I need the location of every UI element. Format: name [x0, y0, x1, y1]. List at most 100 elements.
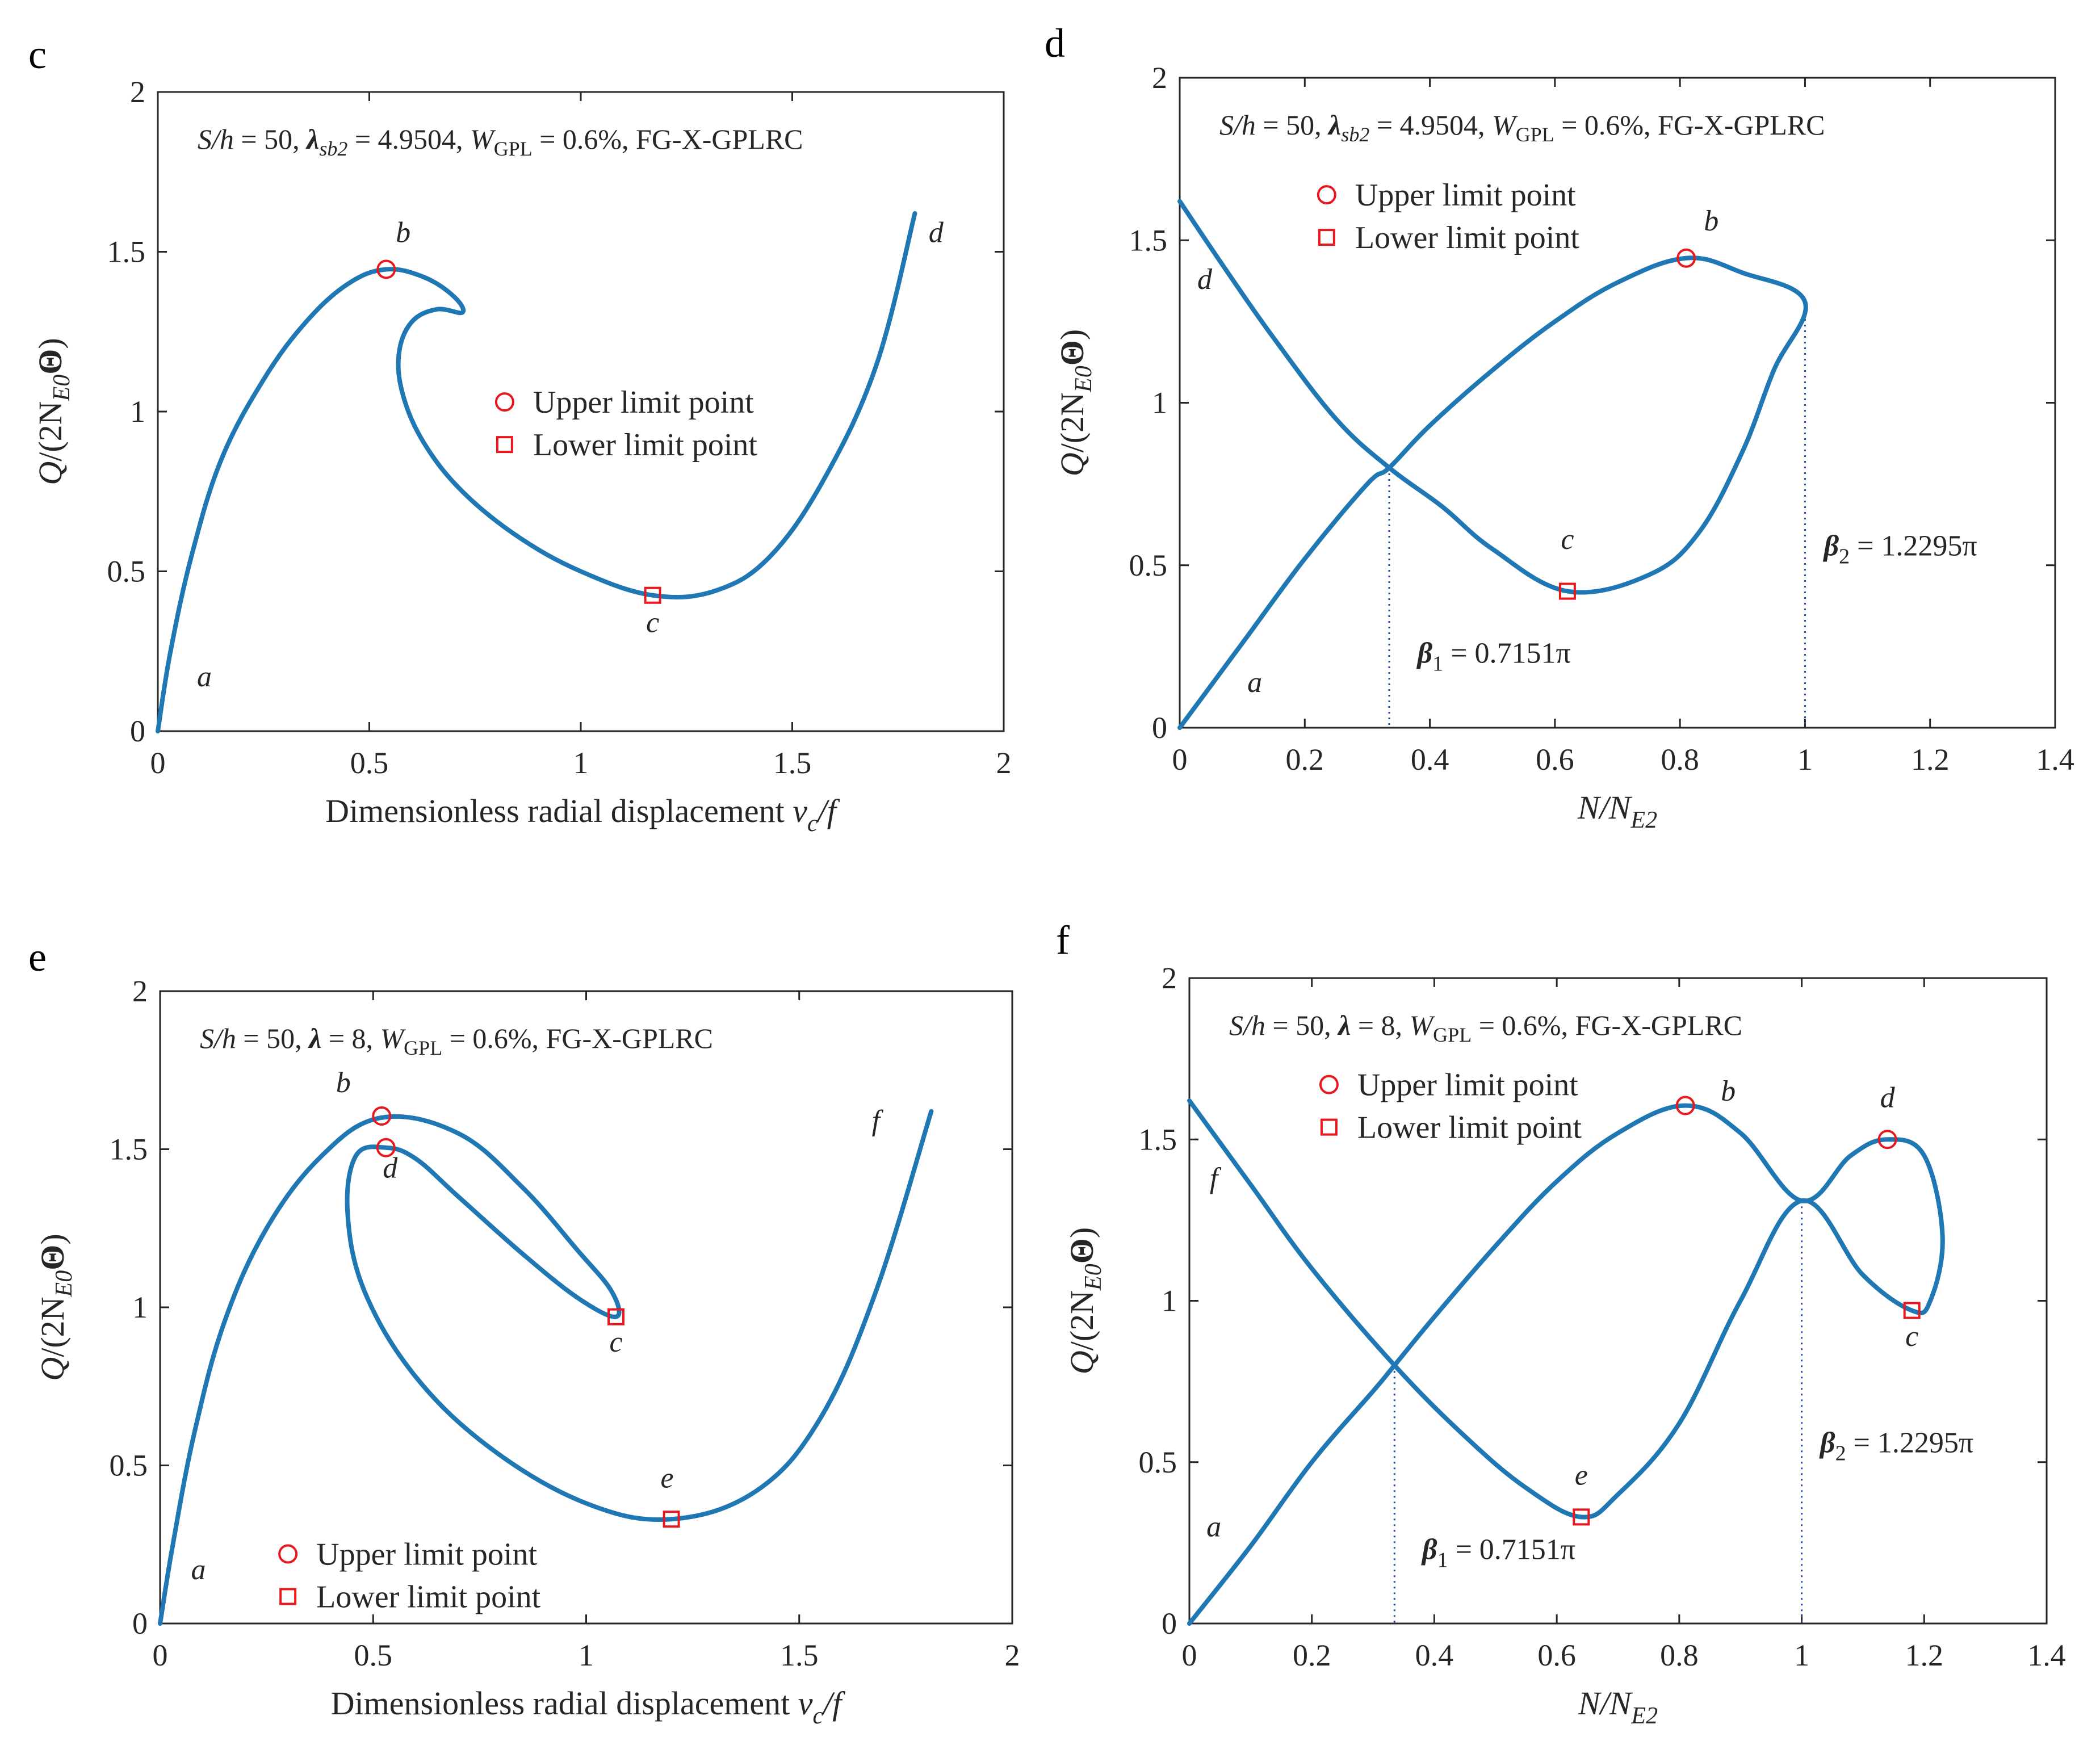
y-tick-label: 1 — [1152, 386, 1167, 420]
panel-annotation: S/h = 50, λsb2 = 4.9504, WGPL = 0.6%, FG… — [198, 123, 803, 160]
x-tick-label: 0.8 — [1660, 1638, 1699, 1672]
upper-limit-point-marker — [1675, 1096, 1695, 1115]
panel-d: d 0 0.2 0.4 0.6 0.8 1 1.2 1.4 0 0.5 1 1.5 2 Q/(2NE0Θ) N… — [1045, 20, 2074, 833]
y-tick-label: 2 — [1152, 61, 1167, 95]
point-label-d: d — [929, 217, 944, 249]
upper-limit-point-marker — [376, 1138, 396, 1157]
point-label-a: a — [1247, 666, 1262, 699]
x-tick-label: 1.2 — [1911, 742, 1950, 777]
equilibrium-path-line — [156, 211, 917, 733]
x-tick-label: 0.5 — [350, 746, 389, 780]
point-label-c: c — [609, 1326, 622, 1358]
x-tick-label: 1.2 — [1905, 1638, 1944, 1672]
lower-limit-point-marker — [1903, 1302, 1921, 1319]
y-tick-label: 2 — [130, 75, 145, 109]
y-tick-label: 1.5 — [110, 1132, 148, 1167]
x-tick-label: 1 — [1797, 742, 1813, 777]
panel-c: c 0 0.5 1 1.5 2 0 0.5 1 1.5 2 Q/(2NE0Θ) Dimensionles… — [28, 32, 1012, 837]
x-tick-label: 0.5 — [354, 1638, 393, 1672]
x-tick-label: 0.4 — [1411, 742, 1449, 777]
panel-letter: d — [1045, 20, 1065, 66]
point-label-f: f — [872, 1105, 884, 1137]
legend-upper-marker — [1319, 1075, 1339, 1094]
x-tick-label: 0 — [153, 1638, 168, 1672]
point-label-e: e — [1575, 1459, 1588, 1492]
x-tick-label: 0.6 — [1537, 1638, 1576, 1672]
upper-limit-point-marker — [372, 1106, 392, 1126]
y-tick-label: 0 — [1152, 711, 1167, 745]
x-tick-label: 0 — [150, 746, 166, 780]
point-label-d: d — [383, 1152, 398, 1185]
legend-upper-label: Upper limit point — [316, 1537, 537, 1572]
x-axis-label: Dimensionless radial displacement vc/f — [331, 1685, 846, 1729]
x-tick-label: 0 — [1172, 742, 1188, 777]
legend: Upper limit point Lower limit point — [1319, 1068, 1582, 1146]
equilibrium-path-line — [1177, 199, 1808, 730]
legend-upper-marker — [494, 392, 514, 412]
axes-box — [1179, 77, 2056, 729]
y-tick-label: 1 — [1162, 1284, 1177, 1318]
point-label-c: c — [1561, 523, 1574, 556]
point-label-d: d — [1197, 263, 1213, 296]
upper-limit-point-marker — [376, 259, 396, 279]
point-label-c: c — [1905, 1320, 1918, 1353]
lower-limit-point-marker — [1573, 1508, 1590, 1526]
point-label-a: a — [191, 1554, 206, 1586]
panel-annotation: S/h = 50, λsb2 = 4.9504, WGPL = 0.6%, FG… — [1219, 109, 1825, 146]
x-tick-label: 1.5 — [780, 1638, 819, 1672]
legend-upper-label: Upper limit point — [533, 385, 754, 420]
legend-upper-label: Upper limit point — [1357, 1068, 1578, 1103]
y-tick-label: 1.5 — [1129, 223, 1168, 257]
point-label-b: b — [396, 217, 410, 249]
lower-limit-point-marker — [663, 1511, 680, 1528]
x-tick-label: 2 — [996, 746, 1012, 780]
x-tick-label: 0.4 — [1415, 1638, 1454, 1672]
point-label-c: c — [646, 606, 659, 639]
point-label-b: b — [336, 1067, 351, 1099]
y-tick-label: 2 — [132, 974, 148, 1008]
legend-lower-marker — [1320, 1118, 1338, 1136]
panel-e: e 0 0.5 1 1.5 2 0 0.5 1 1.5 2 Q/(2NE0Θ) Dimensionles… — [28, 934, 1020, 1729]
point-label-a: a — [197, 661, 212, 693]
legend-lower-label: Lower limit point — [1357, 1110, 1582, 1146]
legend: Upper limit point Lower limit point — [494, 385, 758, 463]
x-tick-label: 2 — [1005, 1638, 1020, 1672]
upper-limit-point-marker — [1877, 1130, 1897, 1150]
y-tick-label: 0 — [1162, 1606, 1177, 1641]
legend-lower-marker — [1318, 229, 1335, 246]
y-tick-label: 1 — [132, 1290, 148, 1324]
axes-box — [159, 990, 1013, 1625]
x-tick-label: 1.5 — [773, 746, 812, 780]
lower-limit-point-marker — [607, 1308, 625, 1325]
point-label-f: f — [1210, 1163, 1222, 1195]
legend-lower-label: Lower limit point — [533, 427, 758, 463]
legend-lower-label: Lower limit point — [1355, 220, 1580, 255]
x-tick-label: 1.4 — [2027, 1638, 2066, 1672]
y-tick-label: 2 — [1162, 961, 1177, 995]
legend: Upper limit point Lower limit point — [1317, 178, 1580, 255]
point-label-d: d — [1880, 1081, 1896, 1114]
y-tick-label: 0.5 — [1139, 1445, 1177, 1479]
legend-lower-label: Lower limit point — [316, 1579, 541, 1614]
panel-annotation: S/h = 50, λ = 8, WGPL = 0.6%, FG-X-GPLRC — [200, 1022, 713, 1059]
legend-upper-marker — [278, 1544, 298, 1564]
y-axis-label: Q/(2NE0Θ) — [1054, 329, 1097, 476]
x-tick-label: 0.2 — [1286, 742, 1324, 777]
beta2-label: β2 = 1.2295π — [1819, 1427, 1973, 1466]
lower-limit-point-marker — [1558, 582, 1576, 600]
legend-upper-marker — [1317, 185, 1336, 205]
y-tick-label: 1.5 — [107, 235, 146, 269]
x-tick-label: 1 — [573, 746, 589, 780]
x-tick-label: 1.4 — [2036, 742, 2074, 777]
legend-upper-label: Upper limit point — [1355, 178, 1576, 213]
y-axis-label: Q/(2NE0Θ) — [34, 1234, 77, 1381]
x-tick-label: 0.8 — [1661, 742, 1699, 777]
panel-f: f 0 0.2 0.4 0.6 0.8 1 1.2 1.4 0 0.5 1 1.5 2 Q/(2NE0Θ) N… — [1056, 917, 2066, 1729]
point-label-a: a — [1206, 1511, 1221, 1543]
x-tick-label: 0.2 — [1293, 1638, 1331, 1672]
beta2-label: β2 = 1.2295π — [1822, 530, 1977, 569]
panel-letter: f — [1056, 917, 1070, 963]
panel-annotation: S/h = 50, λ = 8, WGPL = 0.6%, FG-X-GPLRC — [1229, 1009, 1742, 1046]
y-axis-label: Q/(2NE0Θ) — [32, 338, 75, 485]
